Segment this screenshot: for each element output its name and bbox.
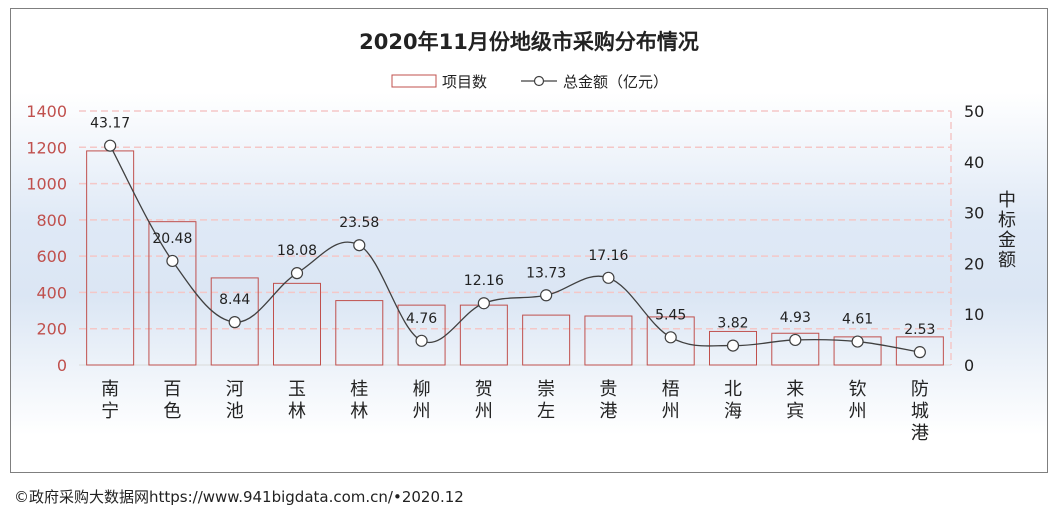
line-point <box>602 271 615 284</box>
line-point <box>290 267 304 280</box>
line-point <box>104 139 117 152</box>
line-data-label: 4.61 <box>842 312 873 328</box>
legend-line-label: 总金额（亿元） <box>563 73 668 91</box>
y-right-axis-label: 金 <box>998 230 1016 251</box>
y-right-axis-label: 中 <box>998 190 1016 211</box>
bar <box>771 332 820 366</box>
y-right-tick-label: 50 <box>964 102 984 121</box>
line-point <box>477 297 490 310</box>
x-tick-label: 崇 <box>537 379 555 400</box>
line-point <box>664 331 677 344</box>
x-tick-label: 州 <box>475 401 493 422</box>
bar <box>335 300 384 366</box>
x-tick-label: 梧 <box>662 379 680 400</box>
line-point <box>851 335 864 348</box>
footer-copyright: ©政府采购大数据网https://www.941bigdata.com.cn/•… <box>14 488 464 506</box>
y-left-tick-label: 1000 <box>26 175 67 194</box>
x-tick-label: 来 <box>786 379 804 400</box>
legend-line-marker <box>533 75 545 87</box>
y-right-tick-label: 10 <box>964 305 984 324</box>
y-left-tick-label: 1200 <box>26 138 67 157</box>
bar <box>709 330 757 366</box>
y-left-tick-label: 1400 <box>26 102 67 121</box>
x-tick-label: 林 <box>350 401 368 422</box>
x-tick-label: 北 <box>724 379 742 400</box>
line-data-label: 2.53 <box>904 322 935 338</box>
x-tick-label: 宾 <box>786 401 804 422</box>
line-data-label: 5.45 <box>655 307 686 323</box>
y-right-tick-label: 0 <box>964 356 974 375</box>
line-data-label: 12.16 <box>464 273 504 289</box>
bar <box>522 314 571 366</box>
x-tick-label: 钦 <box>849 379 867 400</box>
line-data-label: 3.82 <box>717 316 748 332</box>
line-point <box>228 316 241 329</box>
x-tick-label: 州 <box>413 401 431 422</box>
legend-bar-swatch <box>391 74 437 88</box>
line-data-label: 20.48 <box>152 231 192 247</box>
x-tick-label: 港 <box>599 401 617 422</box>
x-tick-label: 池 <box>226 401 244 422</box>
x-tick-label: 贺 <box>475 379 493 400</box>
x-tick-label: 南 <box>101 379 119 400</box>
x-tick-label: 州 <box>849 401 867 422</box>
x-tick-label: 宁 <box>101 401 119 422</box>
x-tick-label: 海 <box>724 401 742 422</box>
x-tick-label: 州 <box>662 401 680 422</box>
x-tick-label: 柳 <box>413 379 431 400</box>
line-data-label: 8.44 <box>219 292 250 308</box>
chart-title: 2020年11月份地级市采购分布情况 <box>359 30 699 54</box>
x-tick-label: 色 <box>163 401 181 422</box>
line-data-label: 17.16 <box>588 248 628 264</box>
y-right-tick-label: 30 <box>964 204 984 223</box>
line-point <box>726 339 740 352</box>
x-tick-label: 玉 <box>288 379 306 400</box>
x-tick-label: 河 <box>226 379 244 400</box>
x-tick-label: 百 <box>163 379 181 400</box>
y-left-tick-label: 400 <box>36 283 67 302</box>
x-tick-label: 防 <box>911 379 929 400</box>
line-data-label: 43.17 <box>90 116 130 132</box>
line-data-label: 18.08 <box>277 243 317 259</box>
line-point <box>166 254 179 268</box>
legend-bar-label: 项目数 <box>442 73 487 91</box>
bar <box>584 315 633 366</box>
bar <box>273 282 321 366</box>
line-point <box>789 333 802 347</box>
y-left-tick-label: 200 <box>36 320 67 339</box>
x-tick-label: 港 <box>911 423 929 444</box>
line-data-label: 13.73 <box>526 265 566 281</box>
chart-frame: 2020年11月份地级市采购分布情况 项目数 总金额（亿元） 0 200 400 600 80… <box>10 8 1048 473</box>
y-right-axis-label: 额 <box>998 250 1016 271</box>
y-left-tick-label: 800 <box>36 211 67 230</box>
y-left-tick-label: 600 <box>36 247 67 266</box>
y-right-tick-label: 40 <box>964 153 984 172</box>
x-tick-label: 林 <box>288 401 306 422</box>
x-tick-label: 左 <box>537 401 555 422</box>
bar <box>646 316 695 366</box>
line-point <box>353 239 366 252</box>
line-data-label: 23.58 <box>339 215 379 231</box>
line-data-label: 4.76 <box>406 311 437 327</box>
bar <box>210 277 259 366</box>
line-point <box>415 334 428 347</box>
y-right-tick-label: 20 <box>964 254 984 273</box>
line-data-label: 4.93 <box>780 310 811 326</box>
y-left-tick-label: 0 <box>57 356 67 375</box>
bar <box>895 336 944 366</box>
y-right-axis-label: 标 <box>998 210 1016 231</box>
line-point <box>540 289 553 302</box>
x-tick-label: 贵 <box>599 379 617 400</box>
x-tick-label: 城 <box>911 401 929 422</box>
line-point <box>913 346 926 359</box>
x-tick-label: 桂 <box>350 379 368 400</box>
